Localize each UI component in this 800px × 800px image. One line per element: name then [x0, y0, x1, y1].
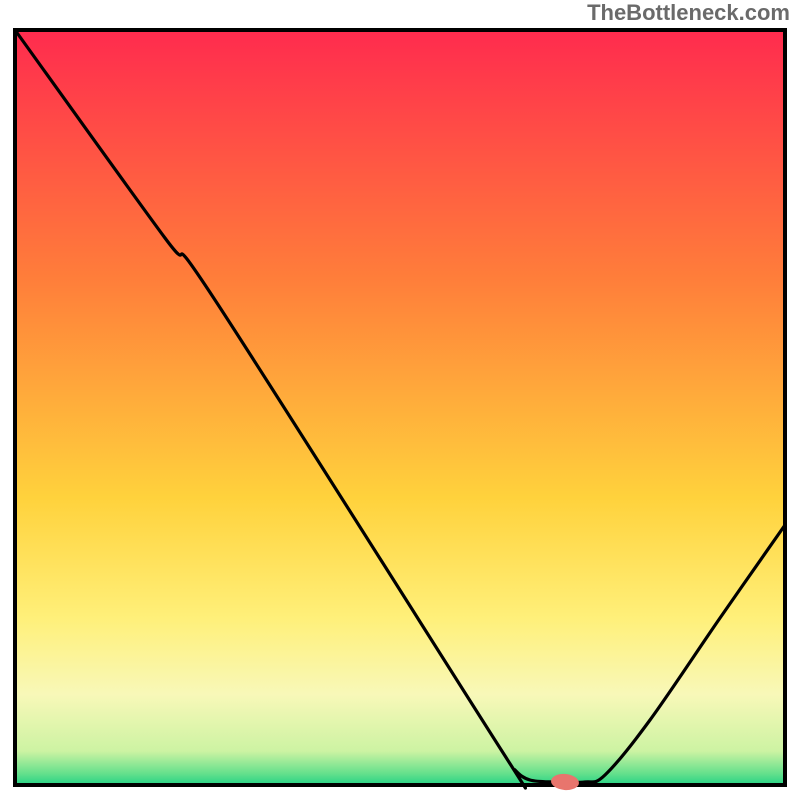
chart-root: TheBottleneck.com	[0, 0, 800, 800]
bottleneck-curve-chart	[0, 0, 800, 800]
gradient-fill	[15, 30, 785, 785]
